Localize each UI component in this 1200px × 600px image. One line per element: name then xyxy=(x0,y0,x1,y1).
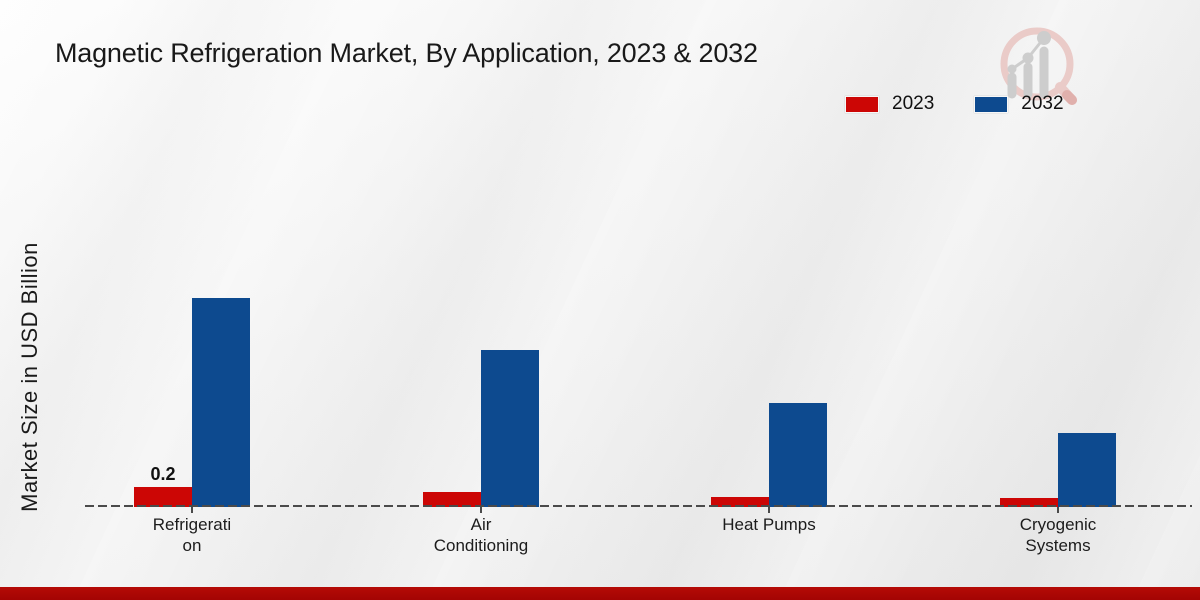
x-axis-tick-air-conditioning xyxy=(480,507,482,513)
category-label-line: Air xyxy=(470,515,492,534)
bar-2023-cryogenic-systems xyxy=(1000,498,1058,507)
legend-item-2023: 2023 xyxy=(845,93,934,115)
category-label-air-conditioning: Air Conditioning xyxy=(401,514,561,556)
bar-2023-air-conditioning xyxy=(423,492,481,507)
legend: 2023 2032 xyxy=(845,93,1064,115)
category-label-line: on xyxy=(182,536,202,555)
category-label-heat-pumps: Heat Pumps xyxy=(689,514,849,535)
bar-value-label: 0.2 xyxy=(150,464,176,484)
bar-2032-heat-pumps xyxy=(769,403,827,507)
legend-item-2032: 2032 xyxy=(974,93,1064,115)
bar-2032-refrigeration xyxy=(192,298,250,507)
chart-title: Magnetic Refrigeration Market, By Applic… xyxy=(55,38,758,68)
bar-2023-refrigeration xyxy=(134,487,192,507)
category-label-line: Heat Pumps xyxy=(722,515,816,534)
category-label-line: Conditioning xyxy=(433,536,529,555)
x-axis-tick-cryogenic-systems xyxy=(1057,507,1059,513)
legend-swatch-2023 xyxy=(845,95,879,113)
x-axis-tick-refrigeration xyxy=(191,507,193,513)
x-axis-baseline xyxy=(85,505,1192,507)
category-label-cryogenic-systems: Cryogenic Systems xyxy=(978,514,1138,556)
legend-label-2032: 2032 xyxy=(1021,93,1064,114)
x-axis-tick-heat-pumps xyxy=(768,507,770,513)
legend-swatch-2032 xyxy=(974,95,1009,113)
category-label-line: Refrigerati xyxy=(152,515,232,534)
bar-2032-cryogenic-systems xyxy=(1058,433,1116,507)
category-label-line: Cryogenic xyxy=(1019,515,1097,534)
bar-2023-heat-pumps xyxy=(711,497,769,507)
category-label-line: Systems xyxy=(1025,536,1091,555)
legend-label-2023: 2023 xyxy=(892,93,935,114)
market-research-future-logo-icon xyxy=(1000,27,1077,105)
footer-accent-bar xyxy=(0,587,1200,600)
category-label-refrigeration: Refrigerati on xyxy=(112,514,272,556)
bar-2032-air-conditioning xyxy=(481,350,539,507)
